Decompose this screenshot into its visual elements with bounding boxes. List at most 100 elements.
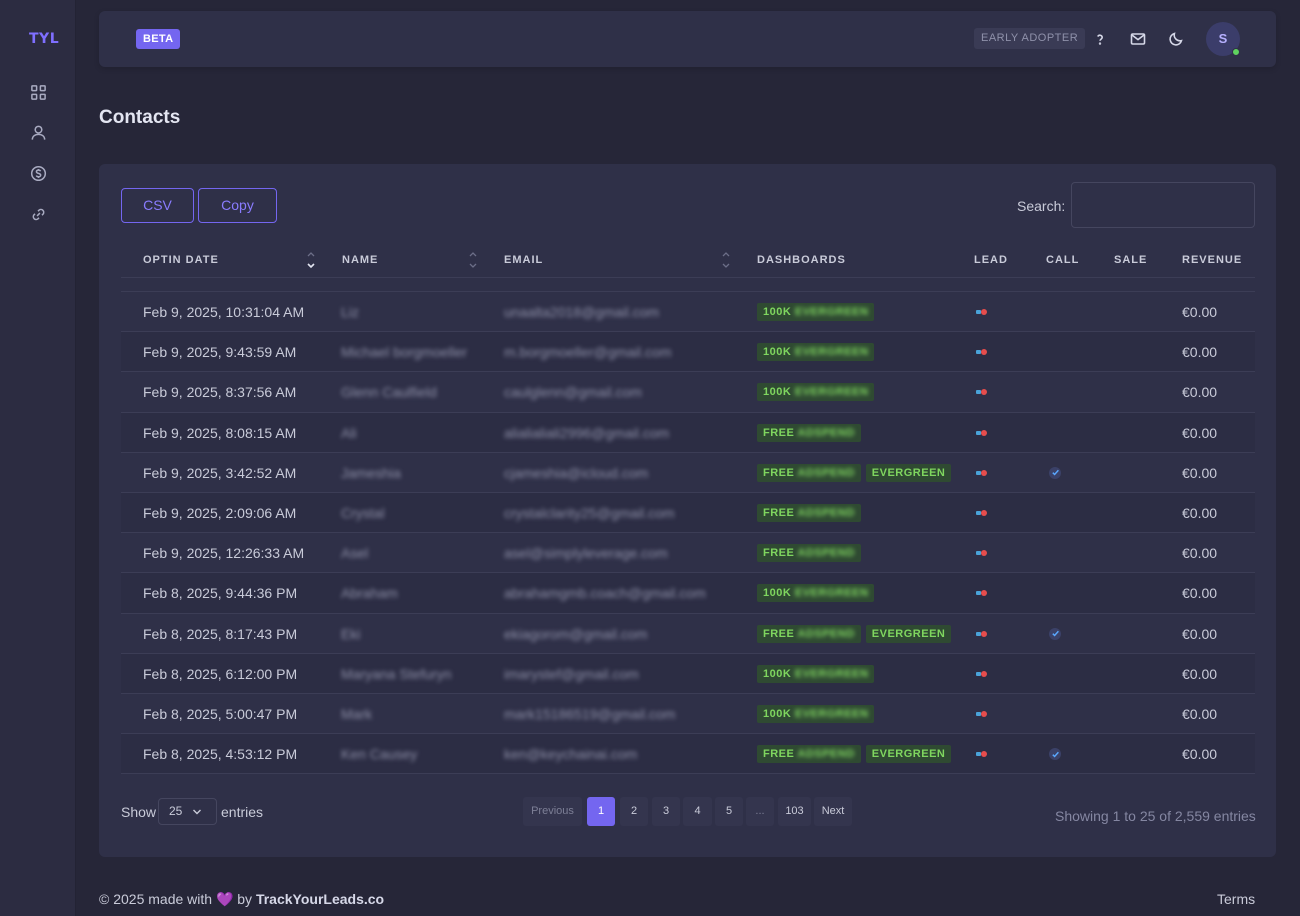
sort-icon[interactable] xyxy=(721,249,731,271)
page-size-value: 25 xyxy=(169,804,183,818)
dashboard-tag-label: FREE xyxy=(763,748,795,761)
page-button-103[interactable]: 103 xyxy=(778,797,811,826)
lead-flag-icon xyxy=(976,307,990,317)
dashboard-tag-label: 100K xyxy=(763,306,792,318)
dashboard-tag-label: FREE xyxy=(763,627,795,640)
contact-email: crystalclarity25@gmail.com xyxy=(504,504,675,521)
sort-desc-icon[interactable] xyxy=(306,249,316,271)
by-text: by xyxy=(237,891,253,907)
early-adopter-badge: EARLY ADOPTER xyxy=(974,28,1086,49)
lead-cell xyxy=(976,734,990,774)
dashboards-cell: 100K EVERGREEN xyxy=(757,372,875,412)
help-icon[interactable] xyxy=(1092,31,1108,47)
dollar-circle-icon[interactable] xyxy=(29,164,47,182)
optin-date: Feb 8, 2025, 4:53:12 PM xyxy=(143,746,298,763)
dashboard-tag: FREE ADSPEND xyxy=(757,544,861,563)
contact-name: Jameshia xyxy=(341,464,401,481)
lead-cell xyxy=(976,654,990,694)
dashboard-grid-icon[interactable] xyxy=(29,83,47,101)
lead-cell xyxy=(976,694,990,734)
contact-name: Maryana Stefuryn xyxy=(341,665,452,682)
moon-icon[interactable] xyxy=(1168,31,1184,47)
table-row[interactable]: Feb 8, 2025, 6:12:00 PM Maryana Stefuryn i… xyxy=(121,653,1255,694)
evergreen-tag: EVERGREEN xyxy=(865,745,952,764)
contact-name: Glenn Caulfield xyxy=(341,384,437,401)
page-title: Contacts xyxy=(99,107,181,128)
dashboard-tag-blurred: EVERGREEN xyxy=(794,587,869,600)
call-cell xyxy=(1049,614,1061,654)
dashboard-tag-blurred: ADSPEND xyxy=(797,466,855,479)
column-header-name[interactable]: NAME xyxy=(342,254,379,266)
table-row[interactable]: Feb 9, 2025, 8:37:56 AM Glenn Caulfield ca… xyxy=(121,372,1255,413)
header-divider xyxy=(121,277,1255,278)
next-page-button[interactable]: Next xyxy=(814,797,852,826)
sort-icon[interactable] xyxy=(468,249,478,271)
optin-date: Feb 9, 2025, 10:31:04 AM xyxy=(143,304,305,320)
lead-cell xyxy=(976,493,990,533)
table-row[interactable]: Feb 8, 2025, 9:44:36 PM Abraham abrahamgmb… xyxy=(121,573,1255,614)
previous-page-button[interactable]: Previous xyxy=(523,797,582,826)
revenue: €0.00 xyxy=(1182,585,1218,602)
lead-flag-icon xyxy=(976,548,990,558)
table-row[interactable]: Feb 8, 2025, 4:53:12 PM Ken Causey ken@key… xyxy=(121,734,1255,775)
optin-date: Feb 8, 2025, 9:44:36 PM xyxy=(143,585,298,602)
terms-link[interactable]: Terms xyxy=(1217,891,1256,907)
revenue: €0.00 xyxy=(1182,746,1218,763)
page-button-1[interactable]: 1 xyxy=(587,797,615,826)
csv-button[interactable]: CSV xyxy=(121,188,194,223)
page-button-4[interactable]: 4 xyxy=(683,797,712,826)
online-status-dot xyxy=(1232,48,1240,56)
optin-date: Feb 9, 2025, 3:42:52 AM xyxy=(143,464,297,481)
heart-icon: 💜 xyxy=(215,891,234,907)
brand-link[interactable]: TrackYourLeads.co xyxy=(255,891,385,907)
lead-flag-icon xyxy=(976,387,990,397)
dashboard-tag: FREE ADSPEND xyxy=(757,463,861,482)
optin-date: Feb 9, 2025, 9:43:59 AM xyxy=(143,344,297,361)
page-button-5[interactable]: 5 xyxy=(715,797,743,826)
footer-copyright: © 2025 made with 💜 by TrackYourLeads.co xyxy=(99,891,384,908)
avatar[interactable]: S xyxy=(1206,22,1240,56)
copy-button[interactable]: Copy xyxy=(198,188,277,223)
table-row[interactable]: Feb 8, 2025, 8:17:43 PM Eki ekiagorom@gmai… xyxy=(121,614,1255,654)
lead-flag-icon xyxy=(976,629,990,639)
link-icon[interactable] xyxy=(29,205,47,223)
app-logo[interactable]: TYL xyxy=(29,31,60,47)
dashboard-tag-blurred: EVERGREEN xyxy=(794,667,869,680)
dashboard-tag: 100K EVERGREEN xyxy=(757,383,875,402)
contact-name: Eki xyxy=(341,625,361,642)
revenue: €0.00 xyxy=(1182,705,1218,722)
dashboard-tag-blurred: EVERGREEN xyxy=(794,306,869,318)
dashboard-tag-label: FREE xyxy=(763,426,795,439)
table-row[interactable]: Feb 9, 2025, 8:08:15 AM Ali alialialiali29… xyxy=(121,412,1255,453)
call-cell xyxy=(1049,453,1061,493)
column-header-lead: LEAD xyxy=(974,254,1008,266)
dashboard-tag: FREE ADSPEND xyxy=(757,624,861,643)
contact-email: ken@keychainai.com xyxy=(504,746,638,763)
dashboards-cell: FREE ADSPEND EVERGREEN xyxy=(757,734,952,774)
user-icon[interactable] xyxy=(29,123,47,141)
dashboards-cell: FREE ADSPEND xyxy=(757,413,861,453)
table-row[interactable]: Feb 9, 2025, 9:43:59 AM Michael borgmoell… xyxy=(121,332,1255,373)
contact-email: abrahamgmb.coach@gmail.com xyxy=(504,585,706,602)
contact-email: ekiagorom@gmail.com xyxy=(504,625,648,642)
table-row[interactable]: Feb 9, 2025, 10:31:04 AM Liz unaalta2018@g… xyxy=(121,292,1255,333)
show-label: Show xyxy=(121,804,157,820)
search-input[interactable] xyxy=(1071,182,1255,228)
column-header-optin-date[interactable]: OPTIN DATE xyxy=(143,254,219,266)
mail-icon[interactable] xyxy=(1130,31,1146,47)
dashboard-tag: FREE ADSPEND xyxy=(757,503,861,522)
column-header-email[interactable]: EMAIL xyxy=(504,254,544,266)
top-bar: BETA EARLY ADOPTER S xyxy=(99,11,1276,67)
page-size-select[interactable]: 25 xyxy=(158,798,217,825)
lead-flag-icon xyxy=(976,468,990,478)
table-row[interactable]: Feb 9, 2025, 12:26:33 AM Asel asel@simplyl… xyxy=(121,533,1255,574)
table-row[interactable]: Feb 9, 2025, 3:42:52 AM Jameshia cjameshia… xyxy=(121,453,1255,493)
page-button-3[interactable]: 3 xyxy=(652,797,680,826)
dashboards-cell: 100K EVERGREEN xyxy=(757,694,875,734)
table-row[interactable]: Feb 9, 2025, 2:09:06 AM Crystal crystalcla… xyxy=(121,492,1255,534)
contact-name: Abraham xyxy=(341,585,398,602)
table-row[interactable]: Feb 8, 2025, 5:00:47 PM Mark mark15186519@… xyxy=(121,694,1255,735)
page-button-2[interactable]: 2 xyxy=(620,797,648,826)
optin-date: Feb 9, 2025, 2:09:06 AM xyxy=(143,504,297,521)
contact-name: Crystal xyxy=(341,504,385,521)
